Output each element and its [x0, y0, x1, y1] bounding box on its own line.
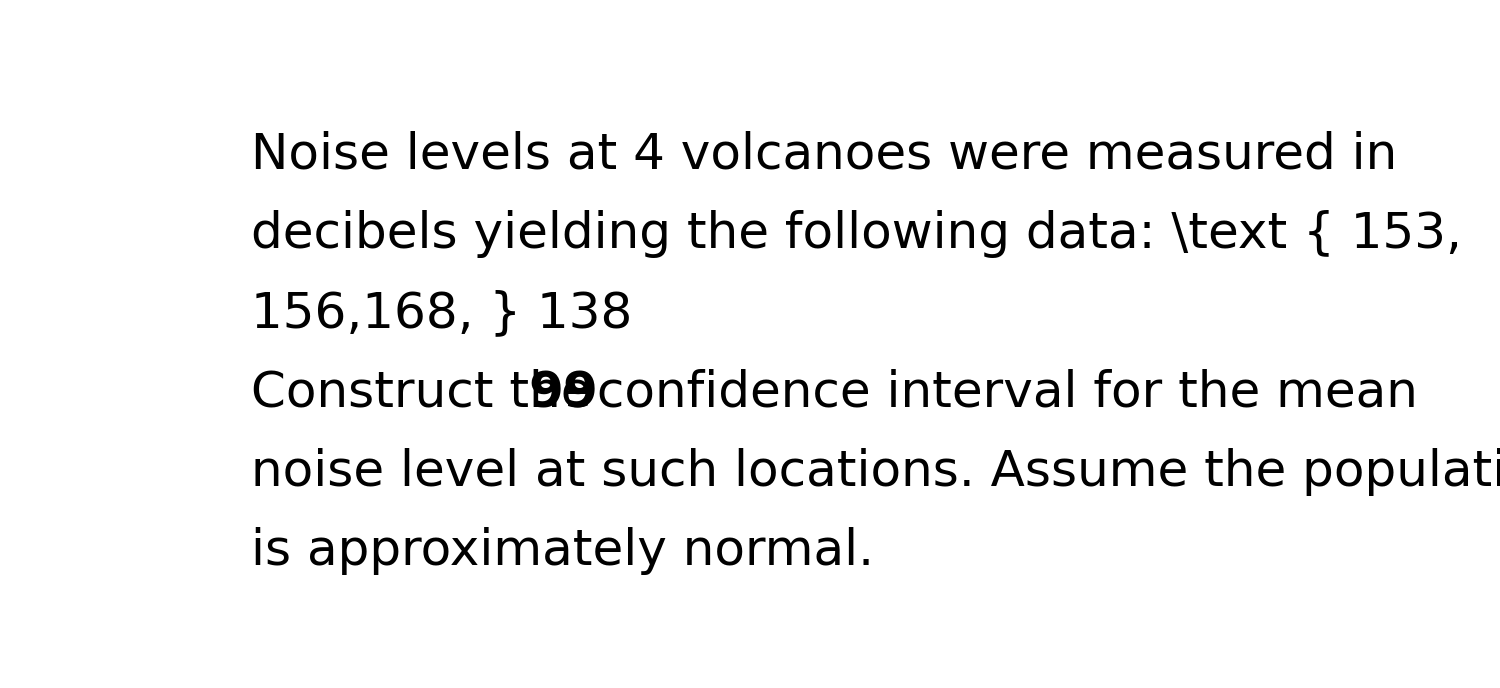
Text: confidence interval for the mean: confidence interval for the mean: [580, 369, 1418, 416]
Text: Construct the: Construct the: [252, 369, 608, 416]
Text: noise level at such locations. Assume the population: noise level at such locations. Assume th…: [252, 448, 1500, 496]
Text: is approximately normal.: is approximately normal.: [252, 528, 874, 575]
Text: 156,168, } 138: 156,168, } 138: [252, 289, 633, 337]
Text: $\mathbf{99}$: $\mathbf{99}$: [528, 369, 596, 416]
Text: Noise levels at 4 volcanoes were measured in: Noise levels at 4 volcanoes were measure…: [252, 130, 1398, 178]
Text: decibels yielding the following data: \text { 153,: decibels yielding the following data: \t…: [252, 210, 1462, 257]
